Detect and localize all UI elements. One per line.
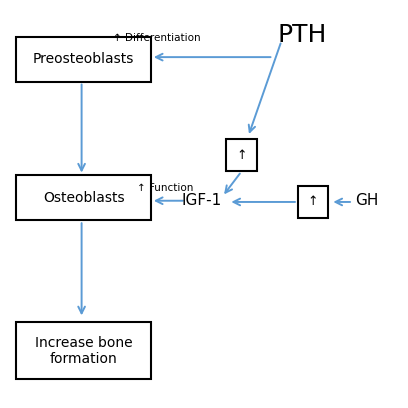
Text: ↑: ↑ bbox=[308, 195, 318, 208]
Text: Preosteoblasts: Preosteoblasts bbox=[33, 52, 134, 66]
FancyBboxPatch shape bbox=[16, 37, 151, 82]
Text: PTH: PTH bbox=[277, 23, 327, 47]
Text: ↑ Function: ↑ Function bbox=[137, 182, 193, 193]
Text: ↑: ↑ bbox=[237, 149, 247, 162]
Text: Increase bone
formation: Increase bone formation bbox=[35, 336, 133, 366]
Text: ↑ Differentiation: ↑ Differentiation bbox=[113, 33, 201, 43]
FancyBboxPatch shape bbox=[226, 139, 257, 171]
FancyBboxPatch shape bbox=[298, 186, 328, 218]
Text: GH: GH bbox=[355, 193, 378, 208]
FancyBboxPatch shape bbox=[16, 175, 151, 220]
Text: Osteoblasts: Osteoblasts bbox=[43, 191, 124, 205]
Text: IGF-1: IGF-1 bbox=[182, 193, 222, 208]
FancyBboxPatch shape bbox=[16, 322, 151, 379]
